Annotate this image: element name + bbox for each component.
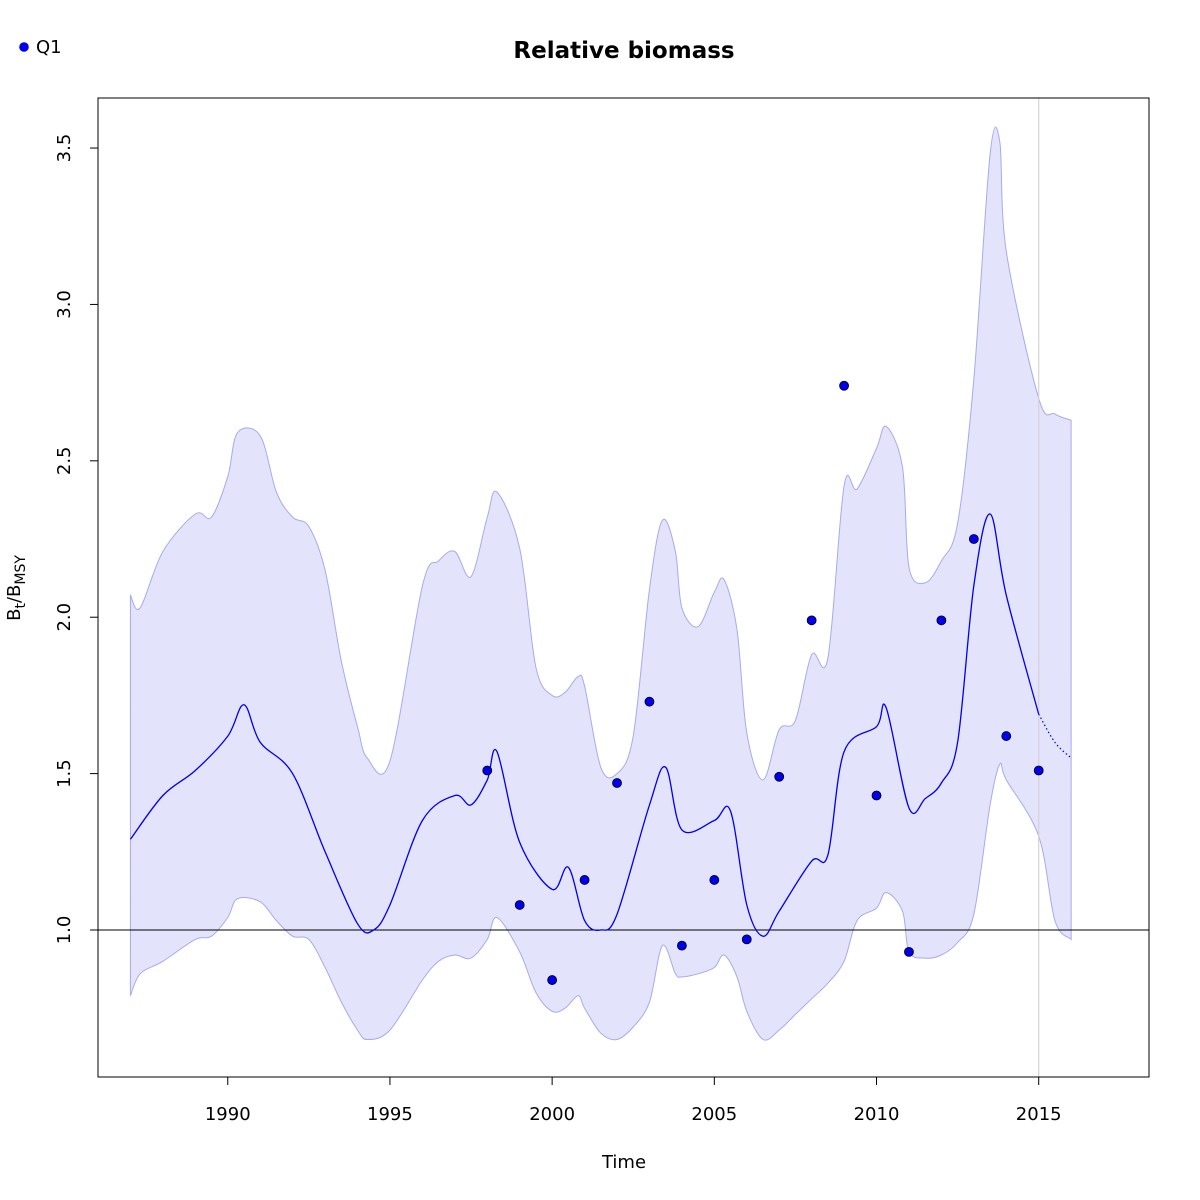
estimate-line-layer xyxy=(129,513,1072,937)
forecast-line xyxy=(1038,713,1072,759)
observation-point xyxy=(839,380,849,391)
y-tick-label: 2.0 xyxy=(54,603,75,632)
legend-marker-q1 xyxy=(19,42,29,52)
x-axis-title: Time xyxy=(601,1152,646,1173)
y-axis-title-main: B xyxy=(4,609,25,621)
plot-frame xyxy=(97,97,1150,1078)
legend-label-q1: Q1 xyxy=(36,37,62,58)
x-tick-label: 2010 xyxy=(854,1104,900,1125)
confidence-band-layer xyxy=(129,98,1072,1077)
observation-point xyxy=(741,934,752,945)
observation-point xyxy=(1033,765,1044,776)
y-tick-label: 1.5 xyxy=(54,759,75,788)
observation-point xyxy=(904,946,914,957)
x-tick-label: 2005 xyxy=(691,1104,737,1125)
y-axis-title: Bt/BMSY xyxy=(4,555,29,621)
observation-point xyxy=(871,790,882,801)
y-axis: 1.0 1.5 2.0 2.5 3.0 3.5 xyxy=(54,134,98,945)
observation-point xyxy=(1001,731,1012,741)
observation-point xyxy=(676,940,687,951)
y-axis-title-sub2: MSY xyxy=(13,555,29,585)
observation-point xyxy=(936,615,947,626)
y-tick-label: 3.0 xyxy=(54,290,75,319)
observation-point xyxy=(709,875,720,885)
y-axis-title-sub1: t xyxy=(13,603,29,609)
chart-title: Relative biomass xyxy=(513,38,734,64)
observation-point xyxy=(644,696,655,707)
y-tick-label: 2.5 xyxy=(54,447,75,476)
x-tick-label: 1995 xyxy=(367,1104,413,1125)
observation-point xyxy=(547,975,558,985)
observation-point xyxy=(774,771,785,782)
x-axis: 1990 1995 2000 2005 2010 2015 xyxy=(205,1077,1062,1125)
x-tick-label: 2000 xyxy=(529,1104,575,1125)
x-tick-label: 2015 xyxy=(1016,1104,1062,1125)
observation-point xyxy=(968,534,979,544)
observation-point xyxy=(514,900,525,910)
estimate-line xyxy=(129,513,1040,937)
confidence-band xyxy=(129,126,1072,1041)
legend: Q1 xyxy=(19,37,62,58)
observation-point xyxy=(612,778,622,788)
observation-point xyxy=(482,765,493,776)
observation-point xyxy=(579,875,590,885)
y-axis-title-slash: /B xyxy=(4,585,25,603)
observation-point xyxy=(806,615,817,626)
y-tick-label: 3.5 xyxy=(54,134,75,163)
observation-points-layer xyxy=(482,380,1044,985)
x-tick-label: 1990 xyxy=(205,1104,251,1125)
y-tick-label: 1.0 xyxy=(54,916,75,945)
